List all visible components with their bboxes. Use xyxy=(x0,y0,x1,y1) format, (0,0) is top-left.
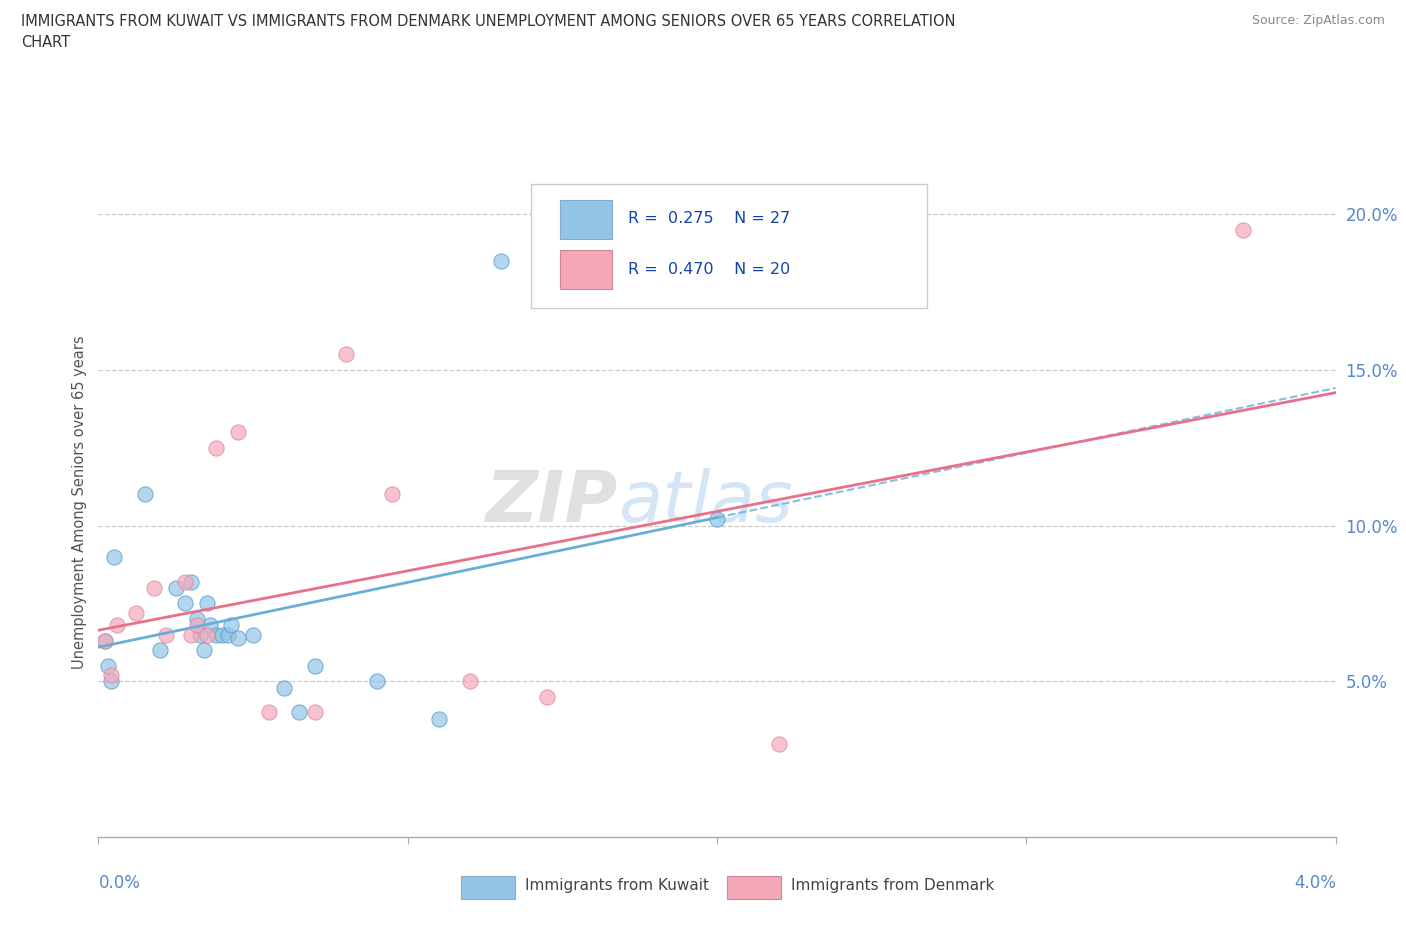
Point xyxy=(195,627,218,642)
Point xyxy=(174,596,197,611)
Text: Source: ZipAtlas.com: Source: ZipAtlas.com xyxy=(1251,14,1385,27)
Point xyxy=(242,627,264,642)
Point xyxy=(288,705,311,720)
Point xyxy=(124,605,146,620)
Text: 0.0%: 0.0% xyxy=(98,874,141,892)
Point xyxy=(217,627,239,642)
Point xyxy=(93,633,115,648)
Point xyxy=(335,347,357,362)
Point xyxy=(1232,222,1254,237)
Text: R =  0.470    N = 20: R = 0.470 N = 20 xyxy=(628,261,790,277)
FancyBboxPatch shape xyxy=(560,250,612,289)
Point xyxy=(174,574,197,589)
Point xyxy=(180,627,202,642)
Point xyxy=(304,705,326,720)
Point xyxy=(93,633,115,648)
Point xyxy=(226,425,249,440)
Point xyxy=(149,643,172,658)
Text: Immigrants from Denmark: Immigrants from Denmark xyxy=(792,878,994,894)
Point xyxy=(186,618,208,632)
Point xyxy=(273,680,295,695)
Point xyxy=(221,618,243,632)
Point xyxy=(536,689,558,704)
Text: atlas: atlas xyxy=(619,468,793,537)
Point xyxy=(427,711,450,726)
Text: Immigrants from Kuwait: Immigrants from Kuwait xyxy=(526,878,709,894)
Point xyxy=(366,674,388,689)
Point xyxy=(257,705,280,720)
FancyBboxPatch shape xyxy=(727,876,782,898)
Point xyxy=(155,627,177,642)
FancyBboxPatch shape xyxy=(531,184,928,308)
Point xyxy=(134,487,156,502)
FancyBboxPatch shape xyxy=(461,876,516,898)
Point xyxy=(458,674,481,689)
Point xyxy=(198,618,221,632)
Point xyxy=(304,658,326,673)
Point xyxy=(226,631,249,645)
FancyBboxPatch shape xyxy=(560,200,612,239)
Point xyxy=(180,574,202,589)
Point xyxy=(165,580,187,595)
Point xyxy=(100,668,122,683)
Point xyxy=(186,612,208,627)
Point xyxy=(489,253,512,268)
Point xyxy=(205,627,228,642)
Point xyxy=(193,643,215,658)
Text: IMMIGRANTS FROM KUWAIT VS IMMIGRANTS FROM DENMARK UNEMPLOYMENT AMONG SENIORS OVE: IMMIGRANTS FROM KUWAIT VS IMMIGRANTS FRO… xyxy=(21,14,956,50)
Text: 4.0%: 4.0% xyxy=(1294,874,1336,892)
Point xyxy=(205,440,228,455)
Point xyxy=(105,618,128,632)
Point xyxy=(97,658,120,673)
Y-axis label: Unemployment Among Seniors over 65 years: Unemployment Among Seniors over 65 years xyxy=(72,336,87,669)
Point xyxy=(768,737,790,751)
Point xyxy=(381,487,404,502)
Point xyxy=(211,627,233,642)
Point xyxy=(706,512,728,526)
Point xyxy=(143,580,166,595)
Point xyxy=(195,596,218,611)
Point xyxy=(103,550,125,565)
Text: ZIP: ZIP xyxy=(486,468,619,537)
Point xyxy=(100,674,122,689)
Text: R =  0.275    N = 27: R = 0.275 N = 27 xyxy=(628,211,790,227)
Point xyxy=(190,627,212,642)
